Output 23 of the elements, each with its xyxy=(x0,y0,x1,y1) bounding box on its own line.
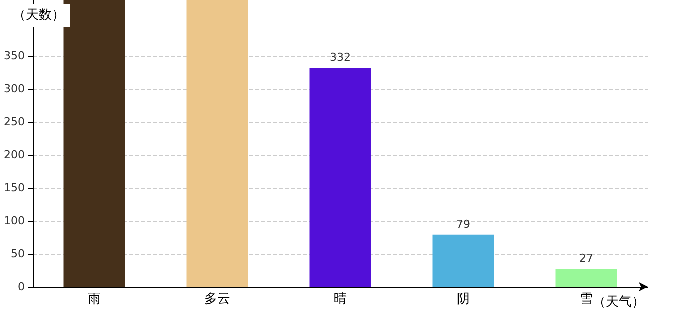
x-tick-label: 多云 xyxy=(204,292,230,307)
bar xyxy=(556,269,618,287)
bar xyxy=(432,234,494,287)
x-tick-label: 雪 xyxy=(580,292,593,307)
y-tick-label: 300 xyxy=(4,82,25,96)
x-tick-label: 阴 xyxy=(457,292,470,307)
x-axis-title: （天气） xyxy=(593,295,645,310)
y-tick-label: 200 xyxy=(4,148,25,162)
y-tick-label: 100 xyxy=(4,214,25,228)
x-tick-label: 雨 xyxy=(88,292,101,307)
data-label: 79 xyxy=(456,218,470,231)
bar xyxy=(186,0,248,287)
y-tick-label: 350 xyxy=(4,50,25,63)
y-tick-label: 0 xyxy=(18,280,25,294)
data-label: 332 xyxy=(330,50,351,64)
bar xyxy=(64,0,126,287)
bar xyxy=(310,68,372,287)
x-tick-label: 晴 xyxy=(334,292,347,307)
data-label: 27 xyxy=(580,252,594,266)
y-axis-title: （天数） xyxy=(13,8,65,23)
y-tick-label: 150 xyxy=(4,182,25,195)
y-tick-label: 50 xyxy=(11,248,25,261)
y-tick-label: 250 xyxy=(4,116,25,129)
